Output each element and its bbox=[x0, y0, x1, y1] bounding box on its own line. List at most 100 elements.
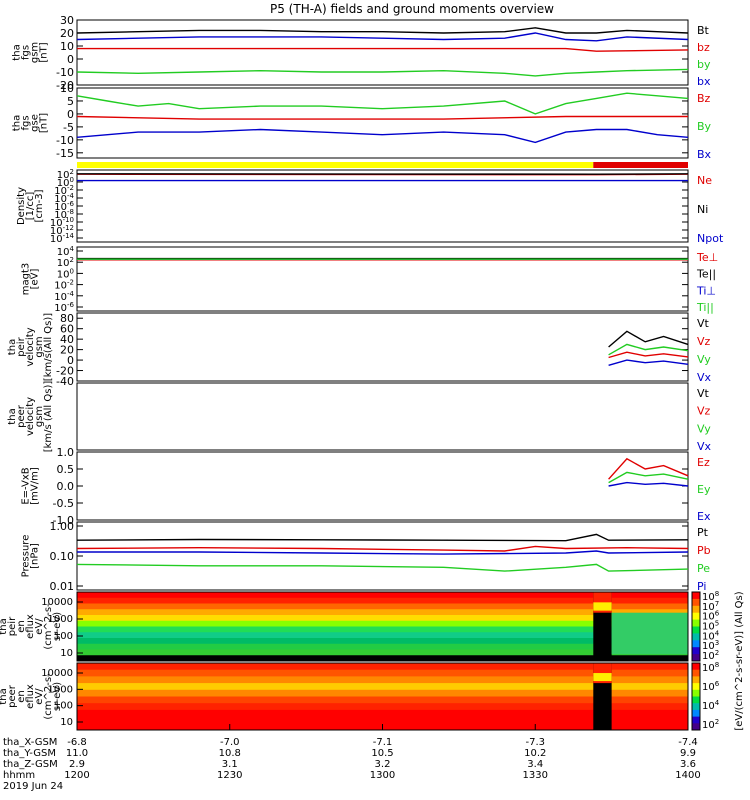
colorbar-segment bbox=[692, 703, 700, 711]
y-tick-label: -15 bbox=[56, 147, 74, 160]
x-axis-row-label: tha_Z-GSM bbox=[3, 759, 58, 770]
colorbar-tick-label: 104 bbox=[702, 699, 720, 712]
series-line-Ey bbox=[608, 471, 689, 484]
mode-bar-slow bbox=[77, 162, 594, 168]
series-line-Pb bbox=[76, 545, 689, 552]
y-axis-label-line: peir bbox=[7, 616, 18, 636]
panel-frame bbox=[76, 87, 689, 159]
y-axis-label: Pressure[nPa] bbox=[21, 535, 41, 578]
x-tick-label: 3.1 bbox=[222, 759, 238, 770]
y-axis-label-line: E=-VxB bbox=[21, 467, 32, 504]
y-axis-label-line: peer bbox=[16, 404, 27, 428]
legend-Vx: Vx bbox=[697, 440, 712, 453]
y-axis-label-line: tha bbox=[12, 44, 23, 60]
x-tick-label: 1400 bbox=[675, 770, 700, 781]
y-axis-label-line: tha bbox=[0, 618, 9, 634]
y-axis-label-line: velocity bbox=[25, 327, 36, 366]
colorbar-segment bbox=[692, 633, 700, 641]
panel-peer_en_eflux: 10000 1000 100 10 108 106 104 102 thapeereneflux… bbox=[0, 661, 720, 731]
panel-frame bbox=[76, 246, 689, 312]
y-tick-label: 20 bbox=[60, 344, 74, 357]
y-tick-label: -1.0 bbox=[53, 514, 74, 527]
y-axis-label-line: [km/s (All Qs)] bbox=[43, 381, 54, 453]
y-axis-label-line: gse bbox=[30, 114, 41, 132]
series-line-Pt bbox=[76, 533, 689, 542]
y-tick-label: 10 bbox=[60, 648, 73, 659]
y-tick-label: 1000 bbox=[48, 614, 73, 625]
spectrogram-band bbox=[77, 597, 688, 604]
series-line-Ez bbox=[608, 457, 689, 480]
y-axis-label-line: en bbox=[16, 620, 27, 633]
y-tick-label: 10-14 bbox=[50, 232, 75, 245]
legend-Pt: Pt bbox=[697, 526, 709, 539]
panel-efield: -1.0 -0.5 0.0 0.5 1.0 Ez Ey Ex E=-VxB[mV/m] bbox=[21, 446, 711, 527]
series-line-Bz bbox=[76, 115, 688, 120]
spectrogram-band bbox=[77, 669, 688, 677]
spectrogram-band bbox=[77, 626, 688, 633]
x-axis-row-label: hhmm bbox=[3, 770, 35, 781]
legend-by: by bbox=[697, 58, 711, 71]
y-tick-label: 40 bbox=[60, 333, 74, 346]
x-axis-row-label: tha_X-GSM bbox=[3, 737, 57, 748]
colorbar-segment bbox=[692, 676, 700, 684]
legend-Ni: Ni bbox=[697, 203, 708, 216]
legend-Vz: Vz bbox=[697, 405, 711, 418]
y-axis-label-line: [km/s(All Qs)] bbox=[43, 313, 54, 381]
y-axis-label-line: (cm^2-s- bbox=[43, 603, 54, 650]
x-tick-label: 3.4 bbox=[527, 759, 543, 770]
y-tick-label: 10-10 bbox=[50, 216, 74, 229]
panel-frame bbox=[76, 312, 689, 382]
legend-Vt: Vt bbox=[697, 317, 710, 330]
series-line-by bbox=[76, 68, 689, 77]
panel-frame bbox=[76, 451, 689, 521]
y-axis-label-line: tha bbox=[7, 339, 18, 355]
series-line-Vz bbox=[608, 351, 689, 359]
colorbar-tick-label: 102 bbox=[702, 718, 719, 731]
series-line-Pe bbox=[76, 563, 689, 572]
y-axis-label: Density[1/cc][cm-3] bbox=[16, 187, 45, 225]
y-tick-label: 0.5 bbox=[57, 463, 75, 476]
colorbar-segment bbox=[692, 640, 700, 648]
plot-date: 2019 Jun 24 bbox=[3, 781, 63, 792]
colorbar-segment bbox=[692, 592, 700, 600]
spectrogram-band bbox=[77, 716, 688, 724]
spectrogram-band bbox=[77, 603, 688, 610]
y-tick-label: 100 bbox=[54, 701, 73, 712]
y-tick-label: 10-2 bbox=[54, 279, 74, 292]
legend-bx: bx bbox=[697, 75, 711, 88]
y-tick-label: 5 bbox=[67, 95, 74, 108]
panel-frame bbox=[76, 19, 689, 86]
legend-Pe: Pe bbox=[697, 562, 710, 575]
colorbar-tick-label: 107 bbox=[702, 600, 719, 613]
x-tick-label: 2.9 bbox=[69, 759, 85, 770]
y-axis-label-line: Density bbox=[16, 187, 27, 225]
legend-Bt: Bt bbox=[697, 24, 710, 37]
y-tick-label: 1.0 bbox=[57, 446, 75, 459]
series-line-Vy bbox=[608, 343, 689, 356]
colorbar-segment bbox=[692, 696, 700, 704]
spectrogram-band bbox=[77, 643, 688, 650]
x-tick-label: -6.8 bbox=[67, 737, 87, 748]
y-tick-label: 0.01 bbox=[50, 580, 75, 593]
y-tick-label: 60 bbox=[60, 323, 74, 336]
spectrogram-region bbox=[611, 612, 688, 655]
legend-Vy: Vy bbox=[697, 422, 711, 435]
x-tick-label: -7.3 bbox=[525, 737, 545, 748]
y-tick-label: 102 bbox=[57, 256, 74, 269]
y-tick-label: 0.10 bbox=[50, 550, 75, 563]
colorbar-segment bbox=[692, 654, 700, 662]
spectrogram-band bbox=[77, 592, 688, 599]
spectrogram-band bbox=[77, 663, 688, 671]
legend-Vt: Vt bbox=[697, 387, 710, 400]
y-tick-label: 10-12 bbox=[50, 224, 74, 237]
colorbar-segment bbox=[692, 716, 700, 724]
y-tick-label: 100 bbox=[57, 176, 74, 189]
y-axis-label-line: fgs bbox=[21, 115, 32, 130]
colorbar-tick-label: 105 bbox=[702, 620, 719, 633]
y-tick-label: 1.00 bbox=[50, 520, 75, 533]
